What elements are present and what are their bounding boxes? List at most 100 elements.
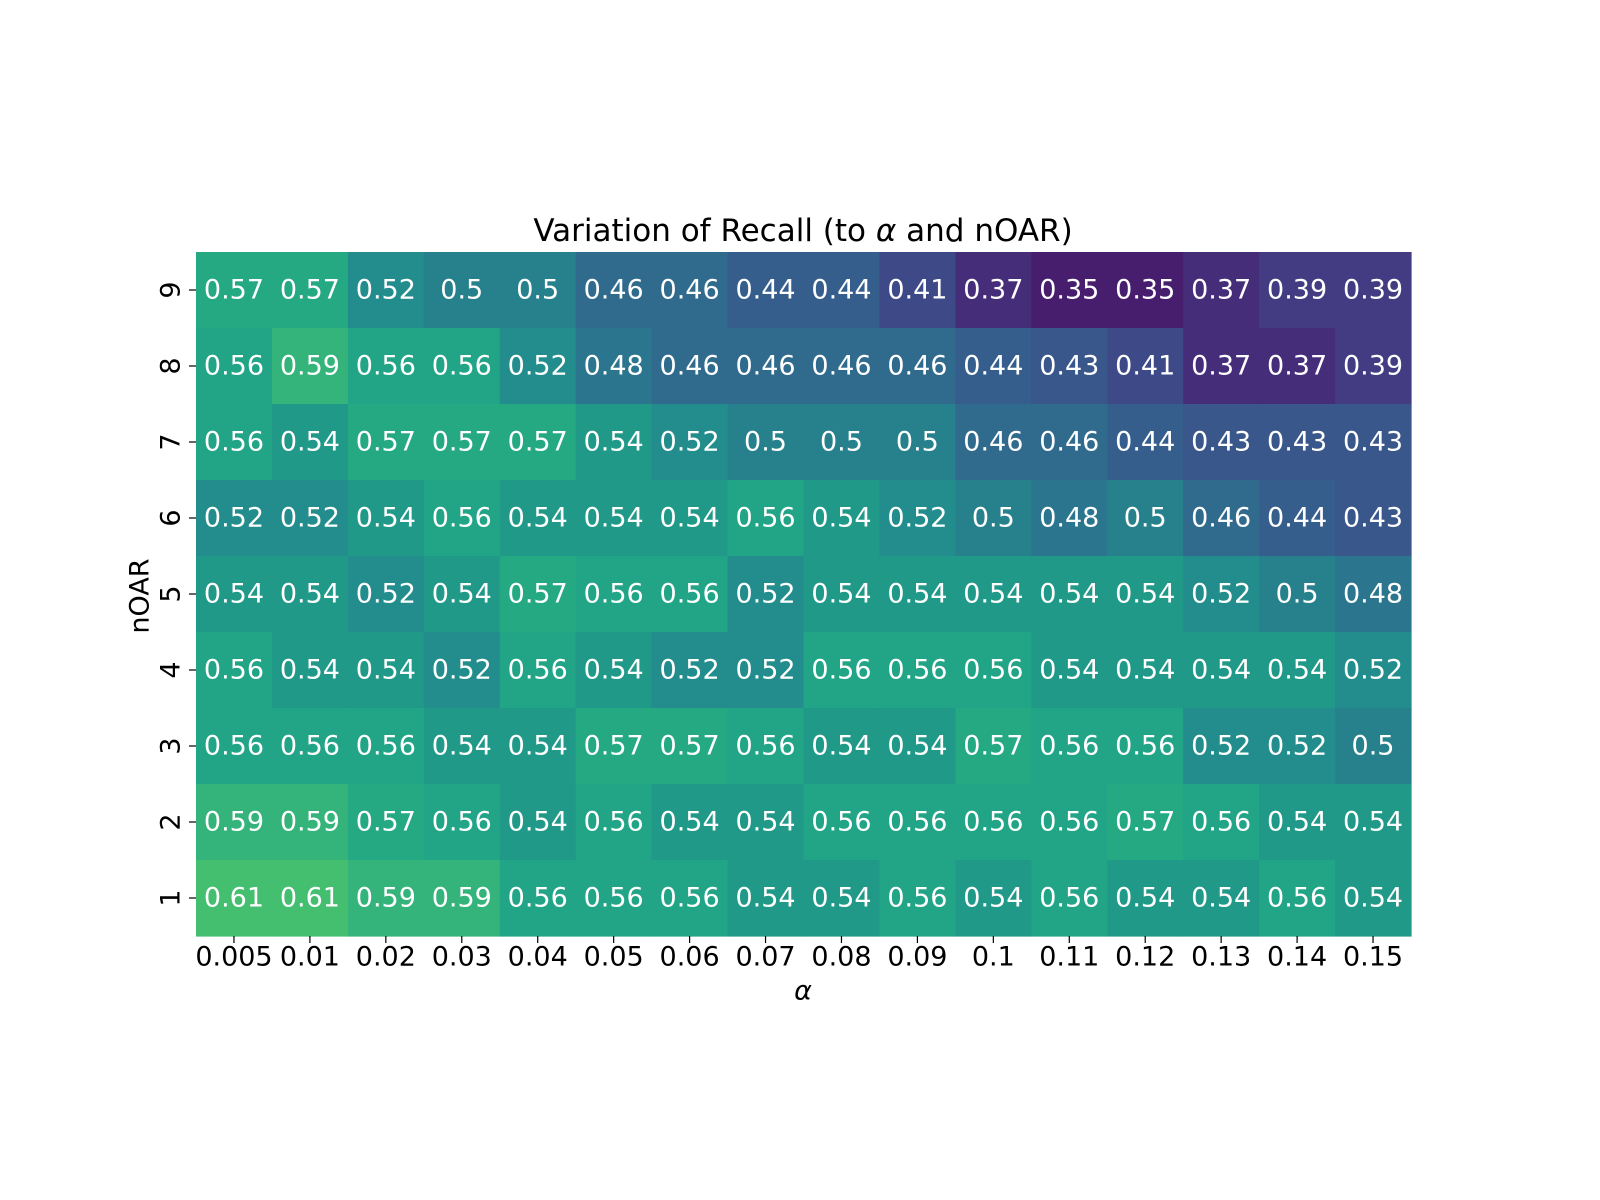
heatmap-cell — [727, 784, 805, 861]
cell-value-label: 0.56 — [204, 351, 264, 382]
cell-value-label: 0.41 — [887, 275, 947, 306]
cell-value-label: 0.37 — [1191, 275, 1251, 306]
heatmap-cell — [1031, 860, 1108, 937]
heatmap-cell — [651, 480, 729, 557]
heatmap-cell — [1335, 252, 1412, 329]
y-tick-label: 1 — [156, 889, 187, 906]
cell-value-label: 0.56 — [508, 655, 568, 686]
cell-value-label: 0.56 — [963, 807, 1023, 838]
heatmap-cell — [955, 860, 1032, 937]
cell-value-label: 0.54 — [584, 503, 644, 534]
heatmap-cell — [727, 404, 805, 481]
heatmap-cell — [423, 252, 501, 329]
heatmap-cell — [423, 404, 501, 481]
heatmap-cell — [1031, 556, 1108, 633]
cell-value-label: 0.52 — [508, 351, 568, 382]
cell-value-label: 0.54 — [1343, 883, 1403, 914]
x-tick-label: 0.08 — [811, 942, 871, 973]
cell-value-label: 0.59 — [432, 883, 492, 914]
cell-value-label: 0.57 — [584, 731, 644, 762]
heatmap-cell — [271, 480, 349, 557]
cell-value-label: 0.56 — [280, 731, 340, 762]
heatmap-cell — [1259, 328, 1336, 405]
cell-value-label: 0.54 — [1115, 655, 1175, 686]
cell-value-label: 0.52 — [1191, 579, 1251, 610]
cell-value-label: 0.5 — [972, 503, 1015, 534]
heatmap-cell — [1335, 860, 1412, 937]
cell-value-label: 0.52 — [1267, 731, 1327, 762]
cell-value-label: 0.54 — [1039, 655, 1099, 686]
heatmap-cell — [651, 784, 729, 861]
heatmap-cell — [271, 404, 349, 481]
x-tick-label: 0.11 — [1039, 942, 1099, 973]
heatmap-cell — [1031, 632, 1108, 709]
cell-value-label: 0.54 — [432, 731, 492, 762]
cell-value-label: 0.56 — [356, 351, 416, 382]
heatmap-cell — [575, 708, 653, 785]
cell-value-label: 0.57 — [356, 807, 416, 838]
heatmap-cell — [803, 480, 881, 557]
cell-value-label: 0.54 — [1267, 655, 1327, 686]
heatmap-cell — [727, 480, 805, 557]
cell-value-label: 0.59 — [280, 807, 340, 838]
cell-value-label: 0.44 — [811, 275, 871, 306]
heatmap-cell — [1335, 404, 1412, 481]
heatmap-cell — [803, 784, 881, 861]
cell-value-label: 0.48 — [1039, 503, 1099, 534]
cell-value-label: 0.54 — [508, 731, 568, 762]
cell-value-label: 0.46 — [811, 351, 871, 382]
cell-value-label: 0.5 — [1352, 731, 1395, 762]
heatmap-cell — [1107, 784, 1184, 861]
cell-value-label: 0.54 — [584, 427, 644, 458]
heatmap-cell — [955, 404, 1032, 481]
cell-value-label: 0.52 — [356, 579, 416, 610]
cell-value-label: 0.35 — [1039, 275, 1099, 306]
cell-value-label: 0.56 — [432, 351, 492, 382]
heatmap-cell — [879, 708, 956, 785]
heatmap-cell — [499, 480, 577, 557]
heatmap-cell — [1259, 252, 1336, 329]
heatmap-cell — [347, 556, 425, 633]
cell-value-label: 0.54 — [584, 655, 644, 686]
cell-value-label: 0.56 — [584, 807, 644, 838]
heatmap-cell — [803, 708, 881, 785]
heatmap-cell — [347, 252, 425, 329]
cell-value-label: 0.54 — [1115, 579, 1175, 610]
cell-value-label: 0.56 — [1115, 731, 1175, 762]
cell-value-label: 0.46 — [735, 351, 795, 382]
cell-value-label: 0.59 — [280, 351, 340, 382]
cell-value-label: 0.57 — [204, 275, 264, 306]
heatmap-cell — [879, 632, 956, 709]
heatmap-cell — [271, 784, 349, 861]
heatmap-cell — [1259, 860, 1336, 937]
heatmap-cell — [651, 556, 729, 633]
cell-value-label: 0.39 — [1343, 351, 1403, 382]
x-tick-label: 0.04 — [508, 942, 568, 973]
cell-value-label: 0.56 — [508, 883, 568, 914]
cell-value-label: 0.52 — [660, 655, 720, 686]
cell-value-label: 0.54 — [1115, 883, 1175, 914]
heatmap-cell — [347, 708, 425, 785]
cell-value-label: 0.39 — [1343, 275, 1403, 306]
heatmap-cell — [803, 632, 881, 709]
cell-value-label: 0.56 — [584, 579, 644, 610]
heatmap-cell — [347, 784, 425, 861]
heatmap-cell — [1259, 404, 1336, 481]
cell-value-label: 0.5 — [820, 427, 863, 458]
cell-value-label: 0.54 — [811, 503, 871, 534]
cell-value-label: 0.46 — [660, 351, 720, 382]
x-axis: 0.005 0.01 0.02 0.03 0.04 0.05 0.06 0.07 0.08 0.0… — [195, 936, 1403, 973]
cell-value-label: 0.56 — [432, 807, 492, 838]
cell-value-label: 0.54 — [735, 883, 795, 914]
heatmap-cell — [423, 708, 501, 785]
heatmap-cell — [1259, 480, 1336, 557]
heatmap-cell — [1107, 252, 1184, 329]
heatmap-cell — [499, 860, 577, 937]
heatmap-cell — [1335, 328, 1412, 405]
cell-value-label: 0.57 — [432, 427, 492, 458]
cell-value-label: 0.56 — [811, 655, 871, 686]
heatmap-cell — [499, 708, 577, 785]
cell-value-label: 0.56 — [963, 655, 1023, 686]
cell-value-label: 0.57 — [280, 275, 340, 306]
heatmap-cell — [423, 860, 501, 937]
